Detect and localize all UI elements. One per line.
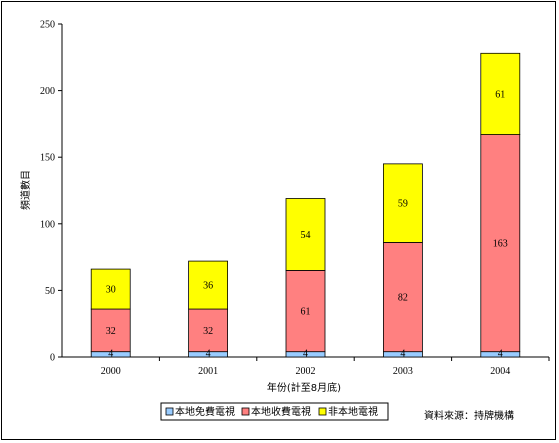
y-tick-label: 150 (40, 153, 55, 164)
data-label: 61 (301, 307, 311, 318)
data-label: 36 (203, 281, 213, 292)
data-label: 82 (398, 293, 408, 304)
bar-segment (480, 52, 521, 135)
data-label: 4 (206, 348, 211, 359)
data-label: 32 (106, 326, 116, 337)
bars (90, 52, 521, 358)
bar-segment (90, 308, 131, 353)
legend-swatch-free-tv (165, 407, 174, 416)
data-label: 32 (203, 326, 213, 337)
legend: 本地免費電視 本地收費電視 非本地電視 (160, 402, 389, 421)
data-label: 59 (398, 199, 408, 210)
x-axis-label: 年份(計至8月底) (267, 381, 341, 394)
x-tick-label: 2004 (490, 366, 510, 377)
y-tick-label: 250 (40, 20, 55, 31)
legend-label-free-tv: 本地免費電視 (175, 405, 235, 418)
y-tick-label: 50 (45, 286, 55, 297)
bar-segment (90, 268, 131, 310)
y-axis-label: 頻道數目 (19, 170, 32, 210)
axes: 0 50 100 150 200 250 2000 2001 2002 2003 2004 (40, 20, 550, 377)
x-tick-label: 2003 (393, 366, 413, 377)
legend-swatch-pay-tv (241, 407, 250, 416)
x-tick-label: 2000 (101, 366, 121, 377)
y-tick-label: 100 (40, 219, 55, 230)
bar-segment (480, 134, 521, 353)
data-label: 30 (106, 285, 116, 296)
data-labels: 4 32 30 4 32 36 4 61 54 4 82 59 4 163 61 (106, 89, 508, 359)
y-tick-label: 0 (50, 353, 55, 364)
data-label: 4 (108, 348, 113, 359)
legend-label-pay-tv: 本地收費電視 (251, 405, 311, 418)
data-label: 54 (301, 230, 311, 241)
x-tick-label: 2001 (198, 366, 218, 377)
bar-segment (285, 270, 326, 353)
bar-segment (382, 163, 423, 243)
data-label: 61 (495, 89, 505, 100)
bar-segment (382, 242, 423, 353)
legend-box (160, 402, 389, 421)
data-label: 4 (400, 348, 405, 359)
bar-segment (188, 260, 229, 310)
y-tick-label: 200 (40, 86, 55, 97)
legend-label-non-local-tv: 非本地電視 (328, 405, 378, 418)
data-label: 4 (303, 348, 308, 359)
data-label: 163 (493, 239, 508, 250)
bar-segment (285, 198, 326, 271)
bar-segment (188, 308, 229, 353)
x-tick-label: 2002 (296, 366, 316, 377)
source-note: 資料來源：持牌機構 (424, 409, 514, 422)
legend-swatch-non-local-tv (318, 407, 327, 416)
data-label: 4 (498, 348, 503, 359)
